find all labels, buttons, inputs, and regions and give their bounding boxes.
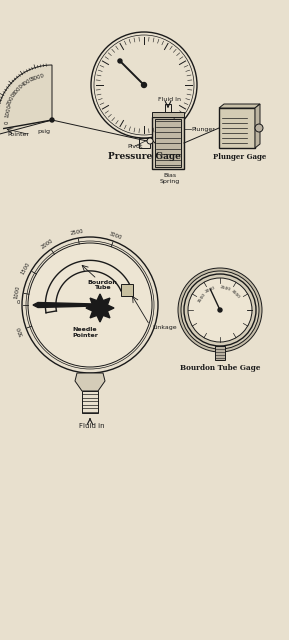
Circle shape	[255, 124, 263, 132]
Bar	[152, 112, 184, 117]
Bar	[82, 391, 98, 413]
Circle shape	[218, 308, 222, 312]
Text: psig: psig	[38, 129, 51, 134]
Bar	[138, 138, 149, 148]
Text: 1000: 1000	[4, 103, 12, 118]
Text: 2000: 2000	[40, 239, 55, 250]
Text: Linkage: Linkage	[153, 324, 177, 330]
Text: Bias
Spring: Bias Spring	[160, 173, 180, 184]
Text: 3000: 3000	[108, 231, 123, 240]
Text: Pivot: Pivot	[127, 143, 142, 148]
Circle shape	[22, 237, 158, 373]
Text: 1000: 1000	[14, 285, 21, 300]
Circle shape	[118, 59, 122, 63]
Polygon shape	[75, 373, 105, 391]
Text: 500: 500	[16, 324, 25, 336]
Circle shape	[50, 118, 54, 122]
Text: Plunger Gage: Plunger Gage	[213, 153, 267, 161]
Circle shape	[28, 243, 152, 367]
Circle shape	[96, 37, 192, 133]
Text: Bourdon Tube Gage: Bourdon Tube Gage	[180, 364, 260, 372]
Text: 3000: 3000	[230, 289, 241, 300]
Bar	[165, 104, 171, 112]
Circle shape	[147, 138, 153, 144]
Text: 4000: 4000	[20, 76, 35, 88]
Text: 0: 0	[16, 301, 20, 305]
Text: Pressure Gage: Pressure Gage	[108, 152, 180, 161]
Text: Needle
Pointer: Needle Pointer	[72, 327, 98, 338]
Text: 2500: 2500	[70, 228, 84, 236]
Text: 2500: 2500	[220, 285, 231, 292]
Circle shape	[188, 278, 252, 342]
Text: Plunger: Plunger	[191, 127, 215, 131]
Text: 0: 0	[4, 120, 10, 124]
Polygon shape	[255, 104, 260, 148]
Text: 3000: 3000	[12, 83, 25, 97]
FancyBboxPatch shape	[219, 108, 255, 148]
Circle shape	[181, 271, 259, 349]
Polygon shape	[219, 104, 260, 108]
Text: 5000: 5000	[31, 73, 46, 82]
Text: Fluid In: Fluid In	[158, 97, 181, 102]
Text: 1500: 1500	[20, 261, 32, 275]
Text: Bourdon
Tube: Bourdon Tube	[87, 280, 117, 291]
Polygon shape	[33, 303, 96, 307]
Bar	[121, 284, 133, 296]
Polygon shape	[0, 65, 52, 134]
Bar	[215, 346, 225, 360]
Polygon shape	[86, 294, 114, 322]
Text: 2000: 2000	[205, 286, 216, 294]
Circle shape	[142, 83, 147, 88]
Text: Fluid in: Fluid in	[79, 423, 105, 429]
Text: Pointer: Pointer	[7, 132, 29, 137]
Bar	[155, 119, 181, 167]
Text: 2000: 2000	[6, 92, 17, 107]
Text: 1500: 1500	[197, 292, 207, 303]
Circle shape	[178, 268, 262, 352]
Circle shape	[91, 32, 197, 138]
Bar	[152, 117, 184, 169]
